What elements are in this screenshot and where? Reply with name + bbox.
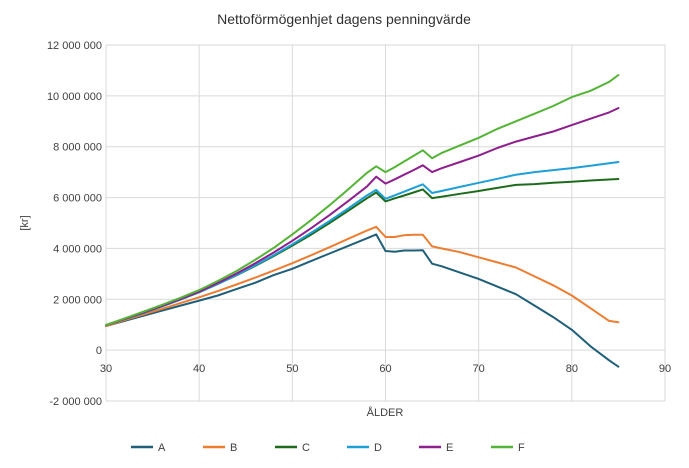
legend-label-a: A — [158, 442, 166, 454]
chart-title: Nettoförmögenhjet dagens penningvärde — [217, 11, 471, 27]
legend: A B C D E F — [131, 442, 525, 454]
x-tick-label: 80 — [566, 363, 578, 375]
y-tick-label: 6 000 000 — [53, 193, 102, 205]
y-tick-label: 0 — [96, 345, 102, 357]
x-tick-label: 60 — [379, 363, 391, 375]
series-line-f — [105, 74, 620, 326]
y-axis-tick-labels: -2 000 000 0 2 000 000 4 000 000 6 000 000 8 … — [47, 40, 102, 408]
x-axis-label: ÅLDER — [367, 406, 404, 419]
y-tick-label: 4 000 000 — [53, 243, 102, 255]
y-tick-label: 2 000 000 — [53, 294, 102, 306]
x-tick-label: 70 — [473, 363, 485, 375]
series-lines — [105, 74, 620, 368]
legend-label-d: D — [374, 442, 382, 454]
y-tick-label: -2 000 000 — [49, 396, 102, 408]
grid — [105, 44, 666, 402]
x-tick-label: 50 — [286, 363, 298, 375]
legend-label-b: B — [230, 442, 237, 454]
series-line-b — [105, 225, 620, 327]
series-line-a — [105, 233, 620, 368]
y-tick-label: 8 000 000 — [53, 142, 102, 154]
y-tick-label: 12 000 000 — [47, 40, 102, 52]
legend-label-c: C — [302, 442, 310, 454]
y-tick-label: 10 000 000 — [47, 91, 102, 103]
x-tick-label: 90 — [659, 363, 671, 375]
series-line-d — [105, 161, 620, 327]
legend-label-e: E — [446, 442, 453, 454]
legend-label-f: F — [518, 442, 525, 454]
x-tick-label: 30 — [100, 363, 112, 375]
y-axis-label: [kr] — [19, 215, 31, 230]
series-line-e — [105, 107, 620, 327]
x-axis-tick-labels: 30 40 50 60 70 80 90 — [100, 363, 671, 375]
x-tick-label: 40 — [193, 363, 205, 375]
